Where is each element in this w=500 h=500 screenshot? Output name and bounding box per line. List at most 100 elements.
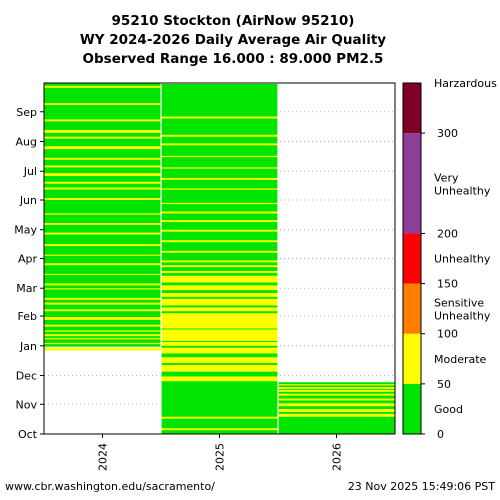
moderate-day-band <box>161 177 278 180</box>
colorbar-level-label: Sensitive Unhealthy <box>434 297 491 323</box>
moderate-day-band <box>44 330 161 332</box>
moderate-day-band <box>278 413 395 417</box>
moderate-day-band <box>44 232 161 235</box>
y-tick-label: Aug <box>16 136 37 149</box>
colorbar-level-label-word: Unhealthy <box>434 310 491 323</box>
moderate-day-band <box>44 103 161 106</box>
moderate-day-band <box>161 220 278 223</box>
moderate-day-band <box>161 275 278 283</box>
moderate-day-band <box>44 309 161 312</box>
moderate-day-band <box>44 223 161 225</box>
colorbar-level-label-word: Sensitive <box>434 297 484 310</box>
y-tick-label: Mar <box>16 282 37 295</box>
colorbar-tick-label: 100 <box>437 328 458 341</box>
moderate-day-band <box>278 387 395 389</box>
moderate-day-band <box>44 297 161 300</box>
moderate-day-band <box>161 116 278 119</box>
moderate-day-band <box>161 250 278 253</box>
moderate-day-band <box>44 324 161 327</box>
moderate-day-band <box>44 119 161 122</box>
y-axis-ticks: Oct Nov Dec Jan Feb Mar Apr May Jun Jul Aug Sep <box>14 106 44 441</box>
moderate-day-band <box>161 188 278 190</box>
moderate-day-band <box>161 428 278 431</box>
heatmap-column-2024 <box>44 83 161 351</box>
moderate-day-band <box>44 254 161 256</box>
y-tick-label: Dec <box>16 370 37 383</box>
moderate-day-band <box>161 341 278 346</box>
colorbar-tick-label: 0 <box>437 428 444 441</box>
y-tick-label: Nov <box>16 398 38 411</box>
title-line-2: WY 2024-2026 Daily Average Air Quality <box>80 32 386 48</box>
moderate-day-band <box>44 187 161 190</box>
y-tick-label: Oct <box>18 428 38 441</box>
x-tick-label: 2026 <box>331 443 344 471</box>
colorbar-segment-2 <box>403 283 421 334</box>
moderate-day-band <box>44 334 161 337</box>
colorbar-tick-label: 200 <box>437 227 458 240</box>
chart-title: 95210 Stockton (AirNow 95210) WY 2024-20… <box>80 13 386 67</box>
moderate-day-band <box>161 416 278 419</box>
colorbar-tick-label: 300 <box>437 127 458 140</box>
moderate-day-band <box>44 342 161 345</box>
colorbar-level-label-word: Unhealthy <box>434 184 491 197</box>
moderate-day-band <box>161 313 278 329</box>
colorbar-level-label-word: Very <box>434 171 459 184</box>
moderate-day-band <box>161 229 278 232</box>
y-tick-label: May <box>14 224 37 237</box>
moderate-day-band <box>44 85 161 88</box>
colorbar-tick-label: 50 <box>437 378 451 391</box>
colorbar-level-label: Good <box>434 403 463 416</box>
moderate-day-band <box>161 285 278 291</box>
y-tick-label: Jul <box>23 165 37 178</box>
colorbar-level-label: Moderate <box>434 353 487 366</box>
good-band <box>44 83 161 347</box>
moderate-day-band <box>278 409 395 412</box>
footer-source: www.cbr.washington.edu/sacramento/ <box>5 480 215 493</box>
good-band <box>161 83 278 434</box>
moderate-day-band <box>161 307 278 312</box>
moderate-day-band <box>44 338 161 340</box>
x-tick-label: 2024 <box>97 443 110 471</box>
moderate-day-band <box>44 302 161 305</box>
moderate-day-band <box>161 167 278 169</box>
moderate-day-band <box>161 357 278 364</box>
moderate-day-band <box>161 155 278 158</box>
moderate-day-band <box>278 393 395 396</box>
y-tick-label: Jan <box>19 340 37 353</box>
colorbar-level-label: Harzardous <box>434 77 497 90</box>
moderate-day-band <box>161 265 278 268</box>
moderate-day-band <box>161 240 278 243</box>
moderate-day-band <box>44 347 161 351</box>
moderate-day-band <box>44 165 161 168</box>
colorbar-level-label: Unhealthy <box>434 253 491 266</box>
colorbar-segment-3 <box>403 233 421 284</box>
moderate-day-band <box>161 134 278 137</box>
moderate-day-band <box>44 273 161 276</box>
y-tick-label: Feb <box>18 310 37 323</box>
y-tick-label: Jun <box>19 194 37 207</box>
heatmap-column-2025 <box>161 83 278 434</box>
moderate-day-band <box>161 270 278 273</box>
moderate-day-band <box>44 129 161 133</box>
x-tick-label: 2025 <box>214 443 227 471</box>
moderate-day-band <box>161 293 278 297</box>
heatmap-column-2026 <box>278 382 395 434</box>
y-tick-label: Apr <box>18 253 38 266</box>
plot-area <box>43 82 396 435</box>
colorbar-level-label: Very Unhealthy <box>434 171 491 197</box>
moderate-day-band <box>44 283 161 286</box>
moderate-day-band <box>44 181 161 184</box>
moderate-day-band <box>44 136 161 139</box>
x-axis-ticks: 2024 2025 2026 <box>97 434 344 471</box>
moderate-day-band <box>161 329 278 341</box>
moderate-day-band <box>161 376 278 382</box>
footer-timestamp: 23 Nov 2025 15:49:06 PST <box>348 480 495 493</box>
colorbar-segment-5 <box>403 83 421 134</box>
moderate-day-band <box>44 173 161 177</box>
moderate-day-band <box>44 146 161 150</box>
title-line-3: Observed Range 16.000 : 89.000 PM2.5 <box>83 51 384 67</box>
moderate-day-band <box>44 263 161 266</box>
